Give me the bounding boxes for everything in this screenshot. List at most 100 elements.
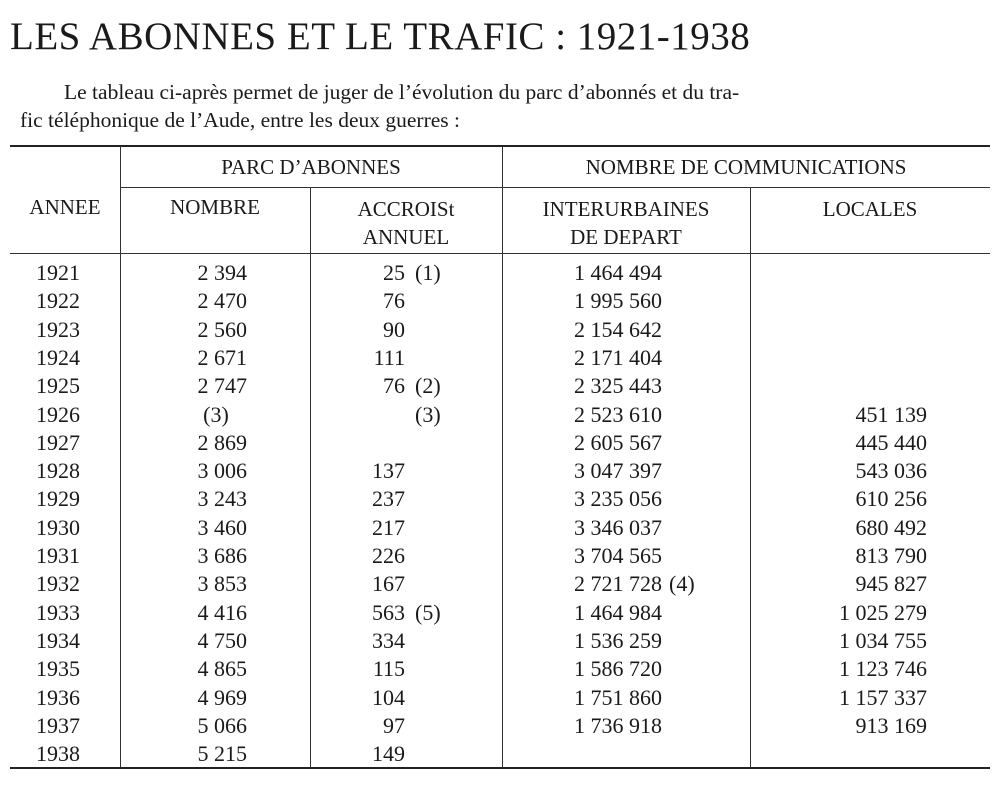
local-cell: 543 036 <box>855 458 928 484</box>
growth-cell: 563 <box>372 599 405 625</box>
growth-cell: 149 <box>372 741 405 767</box>
growth-cell: 167 <box>372 571 405 597</box>
count-cell: 3 460 <box>197 514 248 540</box>
page-title: LES ABONNES ET LE TRAFIC : 1921-1938 <box>10 15 751 58</box>
year-cell: 1938 <box>36 741 80 767</box>
table-row: 1932 3 853 167 2 721 728 945 827 (4) <box>10 570 990 598</box>
growth-cell: 76 <box>383 373 405 399</box>
count-cell: 3 243 <box>197 486 248 512</box>
intercity-cell: 1 736 918 <box>574 712 662 738</box>
count-cell: 2 394 <box>197 260 248 285</box>
header-intercity-line: DE DEPART <box>570 225 682 249</box>
count-cell: 5 215 <box>197 741 248 767</box>
count-cell: 4 969 <box>197 684 248 710</box>
table-row: 1933 4 416 563 1 464 984 1 025 279 (5) <box>10 599 990 627</box>
local-cell: 610 256 <box>855 486 928 512</box>
header-communications: NOMBRE DE COMMUNICATIONS <box>585 155 907 179</box>
intercity-cell: 2 605 567 <box>574 429 662 455</box>
header-count: NOMBRE <box>170 195 260 219</box>
table-row: 1923 2 560 90 2 154 642 <box>10 316 990 344</box>
local-cell: 1 025 279 <box>839 599 927 625</box>
table-row: 1925 2 747 76 2 325 443 (2) <box>10 372 990 400</box>
growth-cell: 76 <box>383 288 405 314</box>
local-cell: 945 827 <box>855 571 928 597</box>
local-cell: 1 157 337 <box>839 684 927 710</box>
year-cell: 1929 <box>36 486 80 512</box>
table-row: 1938 5 215 149 <box>10 740 990 768</box>
year-cell: 1930 <box>36 514 80 540</box>
intercity-cell: 2 171 404 <box>574 344 662 370</box>
intercity-cell: 1 995 560 <box>574 288 662 314</box>
growth-footnote: (3) <box>415 401 441 427</box>
intercity-cell: 1 536 259 <box>574 627 662 653</box>
intercity-cell: 3 704 565 <box>574 543 662 568</box>
column-divider <box>120 147 121 767</box>
growth-cell: 25 <box>383 260 405 285</box>
table-row: 1924 2 671 111 2 171 404 <box>10 344 990 372</box>
growth-cell: 90 <box>383 316 405 342</box>
count-cell: 2 560 <box>197 316 248 342</box>
growth-cell: 137 <box>372 458 405 484</box>
count-cell: 2 747 <box>197 373 248 399</box>
growth-footnote: (5) <box>415 599 441 625</box>
year-cell: 1936 <box>36 684 80 710</box>
local-cell: 451 139 <box>855 401 928 427</box>
growth-cell: 111 <box>373 344 405 370</box>
count-cell: 4 865 <box>197 656 248 682</box>
column-divider <box>502 147 503 767</box>
growth-cell: 115 <box>372 656 405 682</box>
column-divider <box>310 187 311 767</box>
table-row: 1927 2 869 2 605 567 445 440 <box>10 429 990 457</box>
intercity-cell: 1 464 494 <box>574 260 662 285</box>
year-cell: 1937 <box>36 712 80 738</box>
intercity-cell: 3 235 056 <box>574 486 662 512</box>
year-cell: 1935 <box>36 656 80 682</box>
year-cell: 1927 <box>36 429 80 455</box>
intro-line: Le tableau ci-après permet de juger de l… <box>64 80 740 104</box>
table-row: 1929 3 243 237 3 235 056 610 256 <box>10 485 990 513</box>
year-cell: 1921 <box>36 260 80 285</box>
table-row: 1930 3 460 217 3 346 037 680 492 <box>10 514 990 542</box>
intercity-cell: 2 721 728 <box>574 571 662 597</box>
local-cell: 1 034 755 <box>839 627 927 653</box>
year-cell: 1926 <box>36 401 80 427</box>
intro-line: fic téléphonique de l’Aude, entre les de… <box>20 108 460 132</box>
growth-cell: 104 <box>372 684 405 710</box>
count-cell: 2 671 <box>197 344 248 370</box>
header-intercity: INTERURBAINES DE DEPART <box>502 195 750 251</box>
intercity-cell: 1 751 860 <box>574 684 662 710</box>
intercity-footnote: (4) <box>669 571 695 597</box>
year-cell: 1931 <box>36 543 80 568</box>
growth-cell: 217 <box>372 514 405 540</box>
table-row: 1937 5 066 97 1 736 918 913 169 <box>10 712 990 740</box>
growth-cell: 226 <box>372 543 405 568</box>
header-year: ANNEE <box>29 195 101 219</box>
header-growth-line: ACCROISt <box>357 197 455 221</box>
table-row: 1935 4 865 115 1 586 720 1 123 746 <box>10 655 990 683</box>
intercity-cell: 2 325 443 <box>574 373 662 399</box>
year-cell: 1932 <box>36 571 80 597</box>
column-divider <box>750 187 751 767</box>
growth-footnote: (2) <box>415 373 441 399</box>
header-intercity-line: INTERURBAINES <box>542 197 710 221</box>
local-cell: 680 492 <box>855 514 928 540</box>
count-cell: 5 066 <box>197 712 248 738</box>
year-cell: 1924 <box>36 344 80 370</box>
table-row: 1936 4 969 104 1 751 860 1 157 337 <box>10 684 990 712</box>
intercity-cell: 3 047 397 <box>574 458 662 484</box>
year-cell: 1925 <box>36 373 80 399</box>
table-row: 1921 2 394 25 1 464 494 (1) <box>10 259 990 287</box>
count-cell: 2 470 <box>197 288 248 314</box>
count-cell: 3 686 <box>197 543 248 568</box>
header-divider <box>10 253 990 254</box>
intro-paragraph: Le tableau ci-après permet de juger de l… <box>20 78 988 134</box>
count-cell: 4 750 <box>197 627 248 653</box>
growth-cell: 334 <box>372 627 405 653</box>
count-cell: 3 006 <box>197 458 248 484</box>
year-cell: 1934 <box>36 627 80 653</box>
year-cell: 1923 <box>36 316 80 342</box>
header-growth-line: ANNUEL <box>362 225 450 249</box>
local-cell: 445 440 <box>855 429 928 455</box>
intercity-cell: 2 523 610 <box>574 401 662 427</box>
